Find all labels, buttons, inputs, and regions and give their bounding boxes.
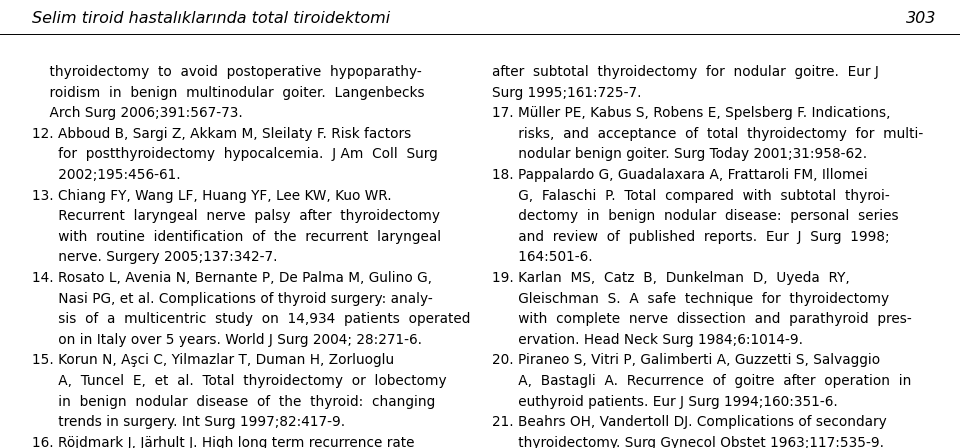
Text: 16. Röjdmark J, Järhult J. High long term recurrence rate: 16. Röjdmark J, Järhult J. High long ter… <box>32 436 414 448</box>
Text: roidism  in  benign  multinodular  goiter.  Langenbecks: roidism in benign multinodular goiter. L… <box>32 86 424 99</box>
Text: sis  of  a  multicentric  study  on  14,934  patients  operated: sis of a multicentric study on 14,934 pa… <box>32 312 470 326</box>
Text: trends in surgery. Int Surg 1997;82:417-9.: trends in surgery. Int Surg 1997;82:417-… <box>32 415 345 429</box>
Text: 17. Müller PE, Kabus S, Robens E, Spelsberg F. Indications,: 17. Müller PE, Kabus S, Robens E, Spelsb… <box>492 106 891 120</box>
Text: and  review  of  published  reports.  Eur  J  Surg  1998;: and review of published reports. Eur J S… <box>492 230 890 244</box>
Text: Selim tiroid hastalıklarında total tiroidektomi: Selim tiroid hastalıklarında total tiroi… <box>32 11 390 26</box>
Text: Surg 1995;161:725-7.: Surg 1995;161:725-7. <box>492 86 642 99</box>
Text: on in Italy over 5 years. World J Surg 2004; 28:271-6.: on in Italy over 5 years. World J Surg 2… <box>32 333 421 347</box>
Text: G,  Falaschi  P.  Total  compared  with  subtotal  thyroi-: G, Falaschi P. Total compared with subto… <box>492 189 890 202</box>
Text: 15. Korun N, Aşci C, Yilmazlar T, Duman H, Zorluoglu: 15. Korun N, Aşci C, Yilmazlar T, Duman … <box>32 353 394 367</box>
Text: ervation. Head Neck Surg 1984;6:1014-9.: ervation. Head Neck Surg 1984;6:1014-9. <box>492 333 804 347</box>
Text: A,  Tuncel  E,  et  al.  Total  thyroidectomy  or  lobectomy: A, Tuncel E, et al. Total thyroidectomy … <box>32 374 446 388</box>
Text: risks,  and  acceptance  of  total  thyroidectomy  for  multi-: risks, and acceptance of total thyroidec… <box>492 127 924 141</box>
Text: Recurrent  laryngeal  nerve  palsy  after  thyroidectomy: Recurrent laryngeal nerve palsy after th… <box>32 209 440 223</box>
Text: with  complete  nerve  dissection  and  parathyroid  pres-: with complete nerve dissection and parat… <box>492 312 912 326</box>
Text: thyroidectomy. Surg Gynecol Obstet 1963;117:535-9.: thyroidectomy. Surg Gynecol Obstet 1963;… <box>492 436 884 448</box>
Text: dectomy  in  benign  nodular  disease:  personal  series: dectomy in benign nodular disease: perso… <box>492 209 900 223</box>
Text: 12. Abboud B, Sargi Z, Akkam M, Sleilaty F. Risk factors: 12. Abboud B, Sargi Z, Akkam M, Sleilaty… <box>32 127 411 141</box>
Text: after  subtotal  thyroidectomy  for  nodular  goitre.  Eur J: after subtotal thyroidectomy for nodular… <box>492 65 879 79</box>
Text: nodular benign goiter. Surg Today 2001;31:958-62.: nodular benign goiter. Surg Today 2001;3… <box>492 147 868 161</box>
Text: 164:501-6.: 164:501-6. <box>492 250 593 264</box>
Text: Arch Surg 2006;391:567-73.: Arch Surg 2006;391:567-73. <box>32 106 243 120</box>
Text: A,  Bastagli  A.  Recurrence  of  goitre  after  operation  in: A, Bastagli A. Recurrence of goitre afte… <box>492 374 912 388</box>
Text: 2002;195:456-61.: 2002;195:456-61. <box>32 168 180 182</box>
Text: with  routine  identification  of  the  recurrent  laryngeal: with routine identification of the recur… <box>32 230 441 244</box>
Text: 21. Beahrs OH, Vandertoll DJ. Complications of secondary: 21. Beahrs OH, Vandertoll DJ. Complicati… <box>492 415 887 429</box>
Text: Gleischman  S.  A  safe  technique  for  thyroidectomy: Gleischman S. A safe technique for thyro… <box>492 292 890 306</box>
Text: 303: 303 <box>905 11 936 26</box>
Text: 19. Karlan  MS,  Catz  B,  Dunkelman  D,  Uyeda  RY,: 19. Karlan MS, Catz B, Dunkelman D, Uyed… <box>492 271 851 285</box>
Text: nerve. Surgery 2005;137:342-7.: nerve. Surgery 2005;137:342-7. <box>32 250 277 264</box>
Text: thyroidectomy  to  avoid  postoperative  hypoparathy-: thyroidectomy to avoid postoperative hyp… <box>32 65 421 79</box>
Text: in  benign  nodular  disease  of  the  thyroid:  changing: in benign nodular disease of the thyroid… <box>32 395 435 409</box>
Text: 20. Piraneo S, Vitri P, Galimberti A, Guzzetti S, Salvaggio: 20. Piraneo S, Vitri P, Galimberti A, Gu… <box>492 353 880 367</box>
Text: 14. Rosato L, Avenia N, Bernante P, De Palma M, Gulino G,: 14. Rosato L, Avenia N, Bernante P, De P… <box>32 271 432 285</box>
Text: 13. Chiang FY, Wang LF, Huang YF, Lee KW, Kuo WR.: 13. Chiang FY, Wang LF, Huang YF, Lee KW… <box>32 189 392 202</box>
Text: euthyroid patients. Eur J Surg 1994;160:351-6.: euthyroid patients. Eur J Surg 1994;160:… <box>492 395 838 409</box>
Text: 18. Pappalardo G, Guadalaxara A, Frattaroli FM, Illomei: 18. Pappalardo G, Guadalaxara A, Frattar… <box>492 168 868 182</box>
Text: Nasi PG, et al. Complications of thyroid surgery: analy-: Nasi PG, et al. Complications of thyroid… <box>32 292 432 306</box>
Text: for  postthyroidectomy  hypocalcemia.  J Am  Coll  Surg: for postthyroidectomy hypocalcemia. J Am… <box>32 147 438 161</box>
